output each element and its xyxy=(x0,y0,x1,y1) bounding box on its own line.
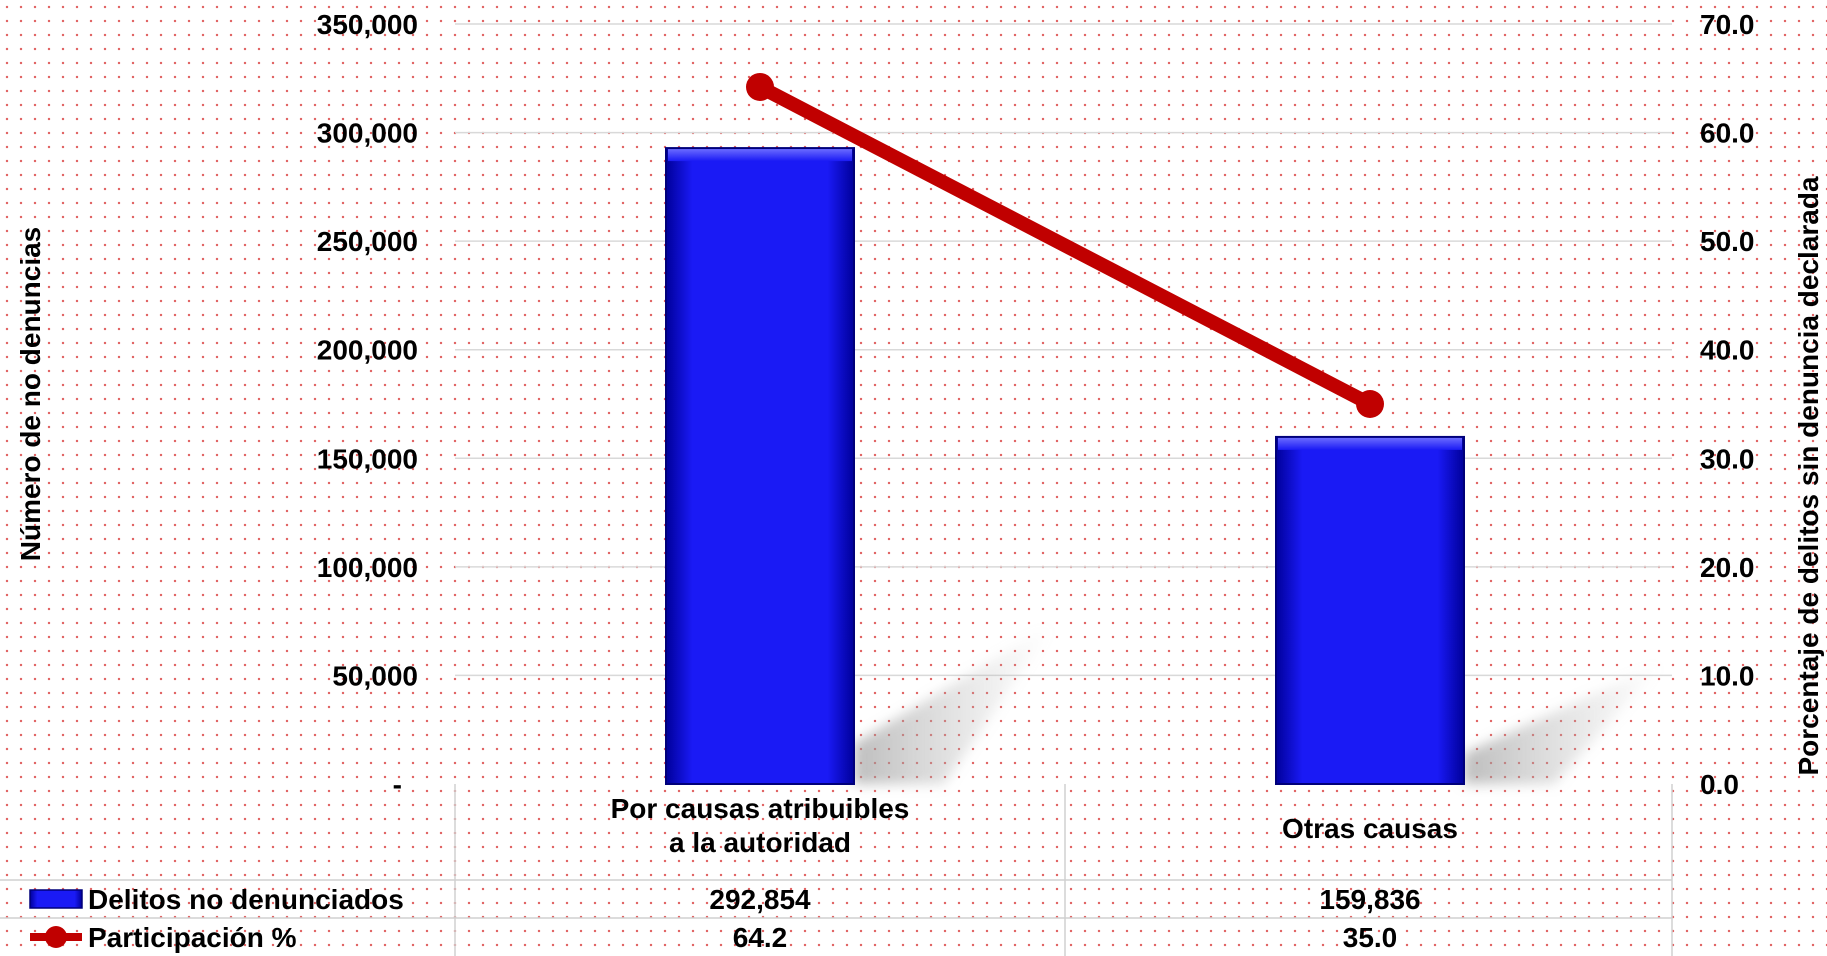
table-cell-value: 64.2 xyxy=(733,922,788,953)
line-point xyxy=(746,72,774,101)
table-cell-value: 292,854 xyxy=(709,884,811,915)
line-point xyxy=(1356,390,1384,418)
y-right-tick-label: 20.0 xyxy=(1700,552,1755,583)
y-left-axis: - 50,000 100,000 150,000 200,000 250,000 300,0… xyxy=(317,9,418,800)
bar xyxy=(1275,435,1465,785)
line-series xyxy=(746,72,1384,418)
y-right-tick-label: 30.0 xyxy=(1700,443,1755,474)
y-right-tick-label: 10.0 xyxy=(1700,660,1755,691)
y-left-tick-label: 350,000 xyxy=(317,9,418,40)
bars xyxy=(665,147,1465,786)
y-left-tick-label: 100,000 xyxy=(317,552,418,583)
legend-bar-key xyxy=(29,889,83,909)
table-cell-value: 35.0 xyxy=(1343,922,1398,953)
y-right-tick-label: 70.0 xyxy=(1700,9,1755,40)
bar-shadow xyxy=(854,624,1054,784)
table-cell-value: 159,836 xyxy=(1319,884,1420,915)
bar-shadows xyxy=(854,624,1664,784)
bar xyxy=(665,147,855,786)
y-right-tick-label: 50.0 xyxy=(1700,226,1755,257)
y-left-tick-label: - xyxy=(393,769,402,800)
legend-label: Participación % xyxy=(88,922,297,953)
line-series-path xyxy=(753,79,1377,411)
y-left-axis-title: Número de no denuncias xyxy=(15,227,46,562)
y-right-tick-label: 0.0 xyxy=(1700,769,1739,800)
y-left-tick-label: 50,000 xyxy=(332,660,418,691)
y-left-tick-label: 150,000 xyxy=(317,443,418,474)
category-label: a la autoridad xyxy=(669,827,851,858)
bar-top-highlight xyxy=(1278,437,1462,450)
bar-top-highlight xyxy=(668,149,852,162)
legend-marker xyxy=(45,926,67,948)
y-right-tick-label: 60.0 xyxy=(1700,118,1755,149)
category-label: Otras causas xyxy=(1282,813,1458,844)
bar-shadow xyxy=(1464,662,1664,784)
y-right-axis-title: Porcentaje de delitos sin denuncia decla… xyxy=(1793,176,1824,776)
y-right-axis: 0.0 10.0 20.0 30.0 40.0 50.0 60.0 70.0 xyxy=(1700,9,1755,800)
y-left-tick-label: 300,000 xyxy=(317,118,418,149)
legend-label: Delitos no denunciados xyxy=(88,884,404,915)
category-label: Por causas atribuibles xyxy=(611,793,910,824)
y-right-tick-label: 40.0 xyxy=(1700,335,1755,366)
y-left-tick-label: 200,000 xyxy=(317,335,418,366)
y-left-tick-label: 250,000 xyxy=(317,226,418,257)
gridlines xyxy=(455,23,1672,677)
